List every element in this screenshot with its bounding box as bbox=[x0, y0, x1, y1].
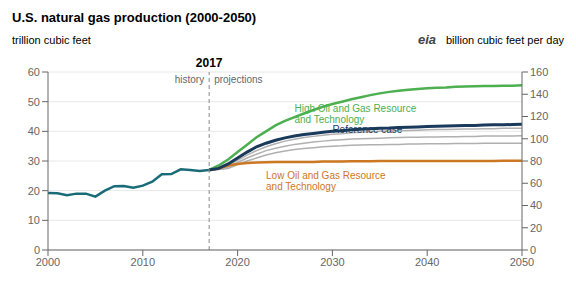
svg-text:30: 30 bbox=[28, 155, 40, 167]
svg-text:2000: 2000 bbox=[36, 256, 60, 268]
svg-text:2020: 2020 bbox=[225, 256, 249, 268]
svg-text:40: 40 bbox=[530, 199, 542, 211]
svg-text:High Oil and Gas Resourceand T: High Oil and Gas Resourceand Technology bbox=[294, 103, 416, 125]
svg-text:2010: 2010 bbox=[131, 256, 155, 268]
svg-text:20: 20 bbox=[28, 185, 40, 197]
html-text:eia: eia bbox=[417, 32, 436, 47]
svg-text:100: 100 bbox=[530, 133, 548, 145]
html-text:U.S. natural gas production (2: U.S. natural gas production (2000-2050) bbox=[12, 10, 257, 25]
svg-text:Reference case: Reference case bbox=[332, 124, 402, 135]
svg-text:60: 60 bbox=[28, 66, 40, 78]
svg-text:40: 40 bbox=[28, 125, 40, 137]
svg-text:20: 20 bbox=[530, 222, 542, 234]
svg-text:2030: 2030 bbox=[320, 256, 344, 268]
svg-text:0: 0 bbox=[530, 244, 536, 256]
svg-text:120: 120 bbox=[530, 110, 548, 122]
svg-text:50: 50 bbox=[28, 96, 40, 108]
html-text:billion cubic feet per day: billion cubic feet per day bbox=[446, 34, 564, 46]
svg-text:10: 10 bbox=[28, 214, 40, 226]
svg-text:2017: 2017 bbox=[196, 56, 223, 70]
svg-text:history: history bbox=[175, 74, 204, 85]
svg-text:2050: 2050 bbox=[510, 256, 534, 268]
svg-text:projections: projections bbox=[214, 74, 262, 85]
svg-text:Low Oil and Gas Resourceand Te: Low Oil and Gas Resourceand Technology bbox=[266, 170, 386, 192]
svg-text:160: 160 bbox=[530, 66, 548, 78]
svg-text:80: 80 bbox=[530, 155, 542, 167]
svg-text:2040: 2040 bbox=[415, 256, 439, 268]
svg-text:140: 140 bbox=[530, 88, 548, 100]
svg-text:0: 0 bbox=[34, 244, 40, 256]
html-text:trillion cubic feet: trillion cubic feet bbox=[12, 34, 91, 46]
svg-text:60: 60 bbox=[530, 177, 542, 189]
